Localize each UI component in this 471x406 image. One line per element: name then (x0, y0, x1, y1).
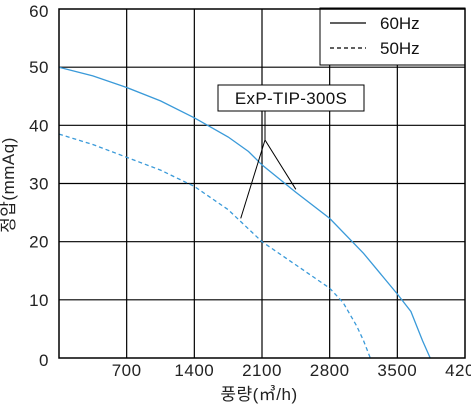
annotation-leader-3 (264, 139, 297, 190)
plot-border (58, 8, 466, 359)
legend-label-60hz: 60Hz (380, 14, 420, 33)
y-tick-label: 20 (29, 233, 49, 252)
series-line-50hz (58, 133, 371, 359)
x-tick-label: 2800 (310, 361, 350, 380)
series-layer (58, 66, 431, 359)
x-axis-label: 풍량(㎥/h) (220, 385, 297, 404)
y-tick-label: 40 (29, 116, 49, 135)
annotation-leader-2 (240, 139, 266, 219)
y-tick-label: 30 (29, 175, 49, 194)
legend-label-50hz: 50Hz (380, 39, 420, 58)
y-tick-label: 60 (29, 2, 49, 21)
y-axis-label: 정압(mmAq) (0, 137, 18, 233)
x-tick-label: 3500 (377, 361, 417, 380)
y-tick-label: 10 (29, 291, 49, 310)
y-tick-label: 0 (39, 351, 49, 370)
y-tick-label: 50 (29, 58, 49, 77)
annotation-box (217, 84, 365, 112)
legend: 60Hz 50Hz (319, 7, 466, 66)
annotation-label: ExP-TIP-300S (235, 89, 347, 108)
series-line-60hz (58, 66, 431, 359)
x-tick-label: 1400 (174, 361, 214, 380)
x-tick-label: 700 (112, 361, 142, 380)
x-tick-label: 2100 (242, 361, 282, 380)
model-annotation: ExP-TIP-300S (217, 84, 365, 219)
legend-box (319, 7, 466, 66)
grid (59, 9, 465, 358)
